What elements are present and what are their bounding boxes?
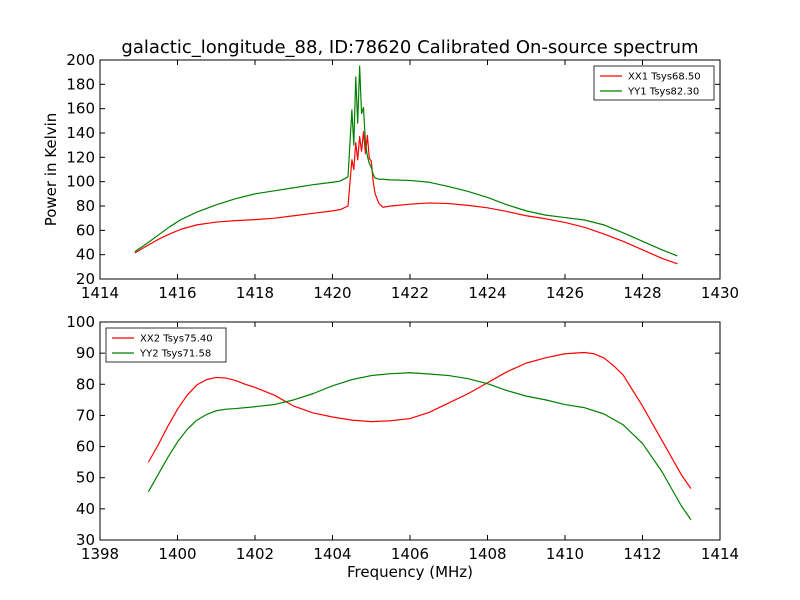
y-tick-label: 40 — [76, 246, 95, 264]
legend-entry-1: XX2 Tsys75.40 — [140, 334, 213, 345]
y-tick-label: 100 — [66, 173, 95, 191]
x-tick-label: 1400 — [158, 545, 196, 563]
series-line-2-1 — [147, 351, 692, 489]
x-tick-label: 1410 — [546, 545, 584, 563]
y-tick-label: 60 — [76, 438, 95, 456]
y-tick-label: 70 — [76, 406, 95, 424]
series-line-1-2 — [134, 65, 678, 257]
x-tick-label: 1416 — [158, 284, 196, 302]
x-tick-label: 1414 — [701, 545, 739, 563]
y-tick-label: 160 — [66, 100, 95, 118]
y-tick-label: 20 — [76, 270, 95, 288]
legend-frame — [593, 65, 715, 101]
chart-panel-1: 1414 1416 1418 1420 1422 1424 1426 1428 1430 20 40… — [42, 37, 739, 302]
x-tick-label: 1404 — [313, 545, 351, 563]
chart-title: galactic_longitude_88, ID:78620 Calibrat… — [121, 37, 698, 58]
y-tick-label: 120 — [66, 148, 95, 166]
x-axis-label: Frequency (MHz) — [347, 563, 473, 581]
x-tick-label: 1424 — [468, 284, 506, 302]
legend-frame — [105, 327, 227, 363]
x-tick-label: 1398 — [81, 545, 119, 563]
y-tick-label: 100 — [66, 313, 95, 331]
x-tick-label: 1412 — [623, 545, 661, 563]
y-tick-label: 30 — [76, 531, 95, 549]
x-tick-label: 1408 — [468, 545, 506, 563]
y-axis-label: Power in Kelvin — [42, 113, 60, 227]
x-tick-label: 1430 — [701, 284, 739, 302]
y-tick-label: 140 — [66, 124, 95, 142]
series-line-2-2 — [147, 372, 692, 521]
y-tick-label: 80 — [76, 375, 95, 393]
x-tick-label: 1406 — [391, 545, 429, 563]
charts: 1414 1416 1418 1420 1422 1424 1426 1428 1430 20 40… — [42, 37, 739, 581]
legend-entry-2: YY1 Tsys82.30 — [627, 87, 699, 98]
legend-entry-2: YY2 Tsys71.58 — [139, 349, 211, 360]
chart-panel-2: 1398 1400 1402 1404 1406 1408 1410 1412 1414 30 40… — [66, 313, 739, 581]
legend-1: XX1 Tsys68.50 YY1 Tsys82.30 — [593, 65, 715, 101]
y-tick-label: 40 — [76, 500, 95, 518]
y-tick-label: 90 — [76, 344, 95, 362]
x-tick-label: 1426 — [546, 284, 584, 302]
legend-2: XX2 Tsys75.40 YY2 Tsys71.58 — [105, 327, 227, 363]
series-line-1-1 — [134, 131, 678, 265]
x-tick-label: 1428 — [623, 284, 661, 302]
x-tick-label: 1414 — [81, 284, 119, 302]
x-tick-label: 1422 — [391, 284, 429, 302]
legend-entry-1: XX1 Tsys68.50 — [628, 72, 701, 83]
x-tick-label: 1418 — [236, 284, 274, 302]
y-tick-label: 80 — [76, 197, 95, 215]
y-tick-label: 180 — [66, 75, 95, 93]
x-tick-label: 1420 — [313, 284, 351, 302]
y-tick-label: 200 — [66, 51, 95, 69]
y-tick-label: 60 — [76, 221, 95, 239]
x-tick-label: 1402 — [236, 545, 274, 563]
y-tick-label: 50 — [76, 469, 95, 487]
